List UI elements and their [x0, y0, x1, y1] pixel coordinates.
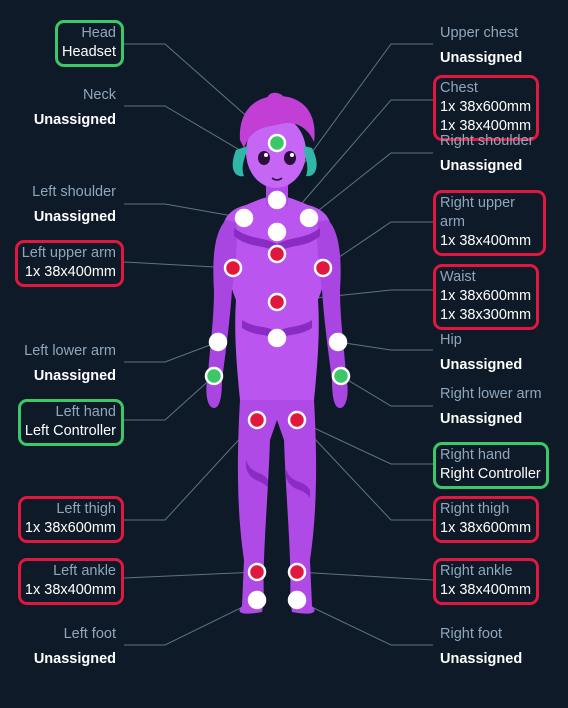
left-foot-name: Left foot: [63, 626, 116, 642]
left-upper-arm-tracker-point[interactable]: [223, 258, 243, 278]
waist-value: 1x 38x600mm: [440, 288, 532, 304]
left-hand-tracker-point[interactable]: [204, 366, 224, 386]
upper-chest-slot[interactable]: Upper chest Unassigned: [440, 24, 522, 68]
right-upper-arm-name: Right upper arm: [440, 195, 515, 230]
head-tracker-point[interactable]: [267, 133, 287, 153]
left-lower-arm-name: Left lower arm: [24, 343, 116, 359]
right-upper-arm-tracker-point[interactable]: [313, 258, 333, 278]
head-slot[interactable]: Head Headset: [54, 20, 124, 67]
left-upper-arm-slot[interactable]: Left upper arm 1x 38x400mm: [14, 240, 124, 287]
purple-figure: [206, 92, 348, 614]
waist-slot[interactable]: Waist 1x 38x600mm 1x 38x300mm: [433, 264, 540, 330]
left-thigh-slot[interactable]: Left thigh 1x 38x600mm: [17, 496, 124, 543]
left-ankle-slot[interactable]: Left ankle 1x 38x400mm: [17, 558, 124, 605]
tracker-points: [204, 133, 351, 610]
head-name: Head: [81, 25, 116, 41]
right-foot-name: Right foot: [440, 626, 503, 642]
right-upper-arm-slot[interactable]: Right upper arm 1x 38x400mm: [433, 190, 546, 256]
neck-tracker-point[interactable]: [267, 222, 287, 242]
left-hand-name: Left hand: [55, 404, 116, 420]
left-hand-slot[interactable]: Left hand Left Controller: [17, 399, 124, 446]
left-lower-arm-value: Unassigned: [33, 368, 116, 384]
head-value: Headset: [61, 44, 116, 60]
left-shoulder-tracker-point[interactable]: [234, 208, 254, 228]
left-lower-arm-slot[interactable]: Left lower arm Unassigned: [24, 342, 116, 386]
left-shoulder-value: Unassigned: [33, 209, 116, 225]
right-thigh-tracker-point[interactable]: [287, 410, 307, 430]
right-foot-tracker-point[interactable]: [287, 590, 307, 610]
hip-slot[interactable]: Hip Unassigned: [440, 331, 522, 375]
left-thigh-value: 1x 38x600mm: [24, 520, 116, 536]
left-ankle-value: 1x 38x400mm: [24, 582, 116, 598]
right-ankle-value: 1x 38x400mm: [440, 582, 532, 598]
left-upper-arm-name: Left upper arm: [21, 245, 116, 261]
neck-value: Unassigned: [33, 112, 116, 128]
left-foot-value: Unassigned: [33, 651, 116, 667]
right-shoulder-value: Unassigned: [440, 158, 523, 174]
right-lower-arm-slot[interactable]: Right lower arm Unassigned: [440, 385, 542, 429]
neck-name: Neck: [82, 87, 116, 103]
right-upper-arm-value: 1x 38x400mm: [440, 233, 532, 249]
right-thigh-name: Right thigh: [440, 501, 510, 517]
hip-name: Hip: [440, 332, 462, 348]
left-shoulder-name: Left shoulder: [32, 184, 116, 200]
left-thigh-tracker-point[interactable]: [247, 410, 267, 430]
right-foot-slot[interactable]: Right foot Unassigned: [440, 625, 522, 669]
right-shoulder-slot[interactable]: Right shoulder Unassigned: [440, 132, 534, 176]
right-ankle-name: Right ankle: [440, 563, 513, 579]
waist-value-2: 1x 38x300mm: [440, 307, 532, 323]
hip-value: Unassigned: [440, 357, 523, 373]
right-thigh-value: 1x 38x600mm: [440, 520, 532, 536]
right-lower-arm-name: Right lower arm: [440, 386, 542, 402]
right-hand-slot[interactable]: Right hand Right Controller: [433, 442, 549, 489]
left-ankle-tracker-point[interactable]: [247, 562, 267, 582]
upper-chest-tracker-point[interactable]: [267, 190, 287, 210]
right-ankle-tracker-point[interactable]: [287, 562, 307, 582]
right-hand-value: Right Controller: [440, 466, 541, 482]
chest-name: Chest: [440, 80, 478, 96]
right-hand-tracker-point[interactable]: [331, 366, 351, 386]
upper-chest-value: Unassigned: [440, 50, 523, 66]
chest-slot[interactable]: Chest 1x 38x600mm 1x 38x400mm: [433, 75, 540, 141]
right-thigh-slot[interactable]: Right thigh 1x 38x600mm: [433, 496, 540, 543]
waist-name: Waist: [440, 269, 476, 285]
chest-tracker-point[interactable]: [267, 244, 287, 264]
left-upper-arm-value: 1x 38x400mm: [24, 264, 116, 280]
chest-value: 1x 38x600mm: [440, 99, 532, 115]
left-shoulder-slot[interactable]: Left shoulder Unassigned: [32, 183, 116, 227]
neck-slot[interactable]: Neck Unassigned: [34, 86, 116, 130]
left-foot-slot[interactable]: Left foot Unassigned: [34, 625, 116, 669]
upper-chest-name: Upper chest: [440, 25, 519, 41]
hip-tracker-point[interactable]: [267, 328, 287, 348]
left-thigh-name: Left thigh: [56, 501, 116, 517]
left-lower-arm-tracker-point[interactable]: [208, 332, 228, 352]
right-foot-value: Unassigned: [440, 651, 523, 667]
right-shoulder-tracker-point[interactable]: [299, 208, 319, 228]
waist-tracker-point[interactable]: [267, 292, 287, 312]
left-foot-tracker-point[interactable]: [247, 590, 267, 610]
right-lower-arm-tracker-point[interactable]: [328, 332, 348, 352]
left-ankle-name: Left ankle: [53, 563, 116, 579]
right-ankle-slot[interactable]: Right ankle 1x 38x400mm: [433, 558, 540, 605]
chest-value-2: 1x 38x400mm: [440, 118, 532, 134]
right-lower-arm-value: Unassigned: [440, 411, 523, 427]
right-hand-name: Right hand: [440, 447, 511, 463]
right-shoulder-name: Right shoulder: [440, 133, 534, 149]
left-hand-value: Left Controller: [24, 423, 116, 439]
